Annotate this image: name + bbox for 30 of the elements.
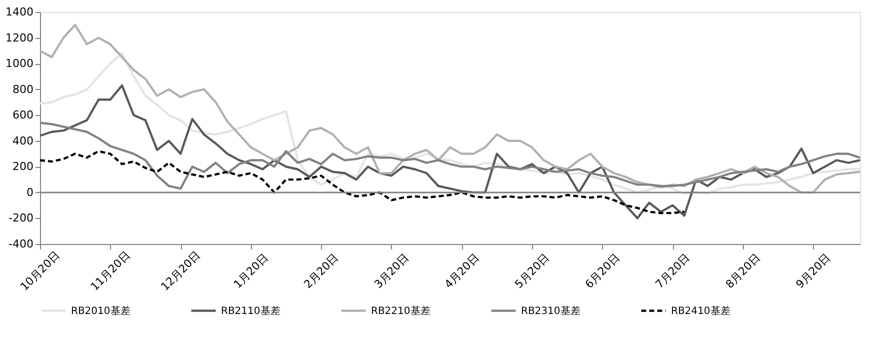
legend-label: RB2210基差 (371, 304, 430, 317)
y-tick-label: -400 (8, 238, 34, 250)
legend-label: RB2310基差 (521, 304, 580, 317)
legend-label: RB2410基差 (671, 304, 730, 317)
y-tick-label: 0 (26, 186, 34, 199)
line-series (38, 84, 862, 220)
line-series (38, 24, 862, 194)
legend-label: RB2010基差 (71, 304, 130, 317)
x-tick-label: 3月20日 (372, 251, 412, 291)
x-tick-label: 7月20日 (652, 251, 693, 291)
y-tick-label: 400 (12, 134, 34, 148)
x-tick-label: 10月20日 (18, 248, 62, 294)
x-tick-label: 11月20日 (88, 248, 133, 294)
y-tick-label: 1200 (6, 31, 34, 44)
x-tick-label: 5月20日 (512, 251, 552, 291)
x-tick-label: 9月20日 (793, 251, 834, 291)
x-tick-label: 2月20日 (301, 251, 342, 291)
y-tick-label: 1000 (6, 57, 34, 70)
x-tick-label: 4月20日 (442, 251, 482, 291)
x-tick-label: 1月20日 (231, 251, 271, 291)
y-tick-label: 800 (12, 82, 34, 96)
x-tick-label: 12月20日 (158, 248, 203, 294)
y-tick-label: 200 (12, 160, 34, 174)
y-tick-label: -200 (8, 212, 34, 225)
x-tick-label: 8月20日 (723, 251, 763, 291)
x-tick-label: 6月20日 (582, 251, 622, 291)
y-tick-label: 600 (12, 108, 34, 122)
y-tick-label: 1400 (6, 6, 34, 18)
legend-label: RB2110基差 (221, 304, 280, 317)
line-series (38, 150, 686, 214)
